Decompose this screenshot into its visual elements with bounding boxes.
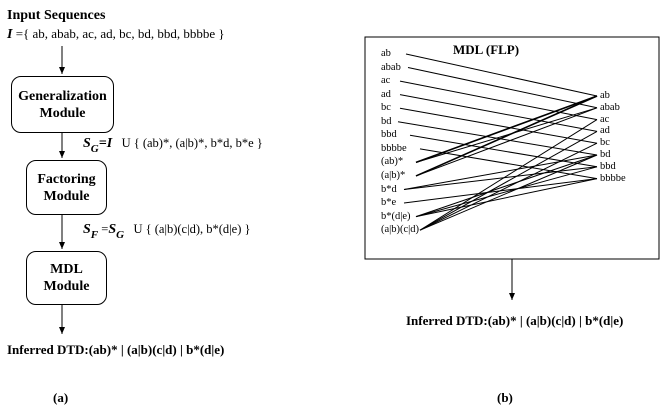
right-label: abab [600,101,620,113]
bipartite-edge [403,154,598,190]
bipartite-edge [415,166,598,218]
sf-eq: = [101,222,109,236]
generalization-module-line1: Generalization [18,88,107,104]
bipartite-edge [399,107,598,144]
sf-equation: SF =SG U { (a|b)(c|d), b*(d|e) } [83,222,251,241]
generalization-module-line2: Module [39,105,86,121]
bipartite-edge [415,154,598,218]
right-label: ab [600,90,610,101]
bipartite-edge [419,148,598,180]
right-label: bd [600,149,611,160]
right-label: ad [600,125,610,137]
bipartite-edge [419,142,598,231]
panel-a-caption: (a) [53,390,69,405]
left-label: ac [381,75,391,87]
left-label: abab [381,61,401,73]
bipartite-edge [415,95,598,164]
sf-rhs-symbol: S [108,222,117,237]
bipartite-edge [409,134,598,168]
bipartite-edge [415,107,598,163]
bipartite-edge [405,53,598,97]
sg-symbol: S [83,136,91,151]
factoring-module-box: Factoring Module [26,160,107,215]
mdl-module-line1: MDL [50,262,83,277]
sg-union: U { (ab)*, (a|b)*, b*d, b*e } [121,136,263,150]
left-label: (a|b)(c|d) [381,224,420,236]
bipartite-edge [399,80,598,121]
left-label: bbd [381,129,397,141]
mdl-module-line2: Module [43,279,90,294]
bipartite-edge [407,67,598,109]
input-symbol: I [7,27,13,42]
generalization-module-box: Generalization Module [11,76,114,133]
input-set-equation: I ={ ab, abab, ac, ad, bc, bd, bbd, bbbb… [7,26,225,43]
bipartite-edge [403,166,598,190]
right-label: bbbbe [600,172,626,184]
right-label: ac [600,113,610,125]
left-label: bbbbe [381,142,407,154]
sf-symbol: S [83,222,91,237]
panel-b-caption: (b) [497,390,513,405]
left-label: (ab)* [381,156,404,168]
left-label: (a|b)* [381,169,406,181]
sf-rhs-subscript: G [116,229,125,241]
bipartite-edges [397,53,598,231]
bipartite-edge [399,94,598,132]
left-label: ab [381,48,391,59]
bipartite-edge [415,178,598,218]
left-label: b*e [381,197,397,209]
sg-subscript: G [90,143,99,155]
panel-b-result: Inferred DTD:(ab)* | (a|b)(c|d) | b*(d|e… [406,313,624,328]
bipartite-edge [415,95,598,177]
right-label: bc [600,137,610,149]
bipartite-edge [415,107,598,177]
sg-eq: =I [98,136,113,151]
sf-union: U { (a|b)(c|d), b*(d|e) } [133,222,251,236]
bipartite-edge [419,154,598,231]
left-label: b*(d|e) [381,210,411,222]
mdl-flp-title: MDL (FLP) [453,42,520,57]
input-sequences-title: Input Sequences [7,8,106,23]
mdl-module-box: MDL Module [26,251,107,305]
bipartite-edge [419,119,598,231]
input-set-values: ={ ab, abab, ac, ad, bc, bd, bbd, bbbbe … [12,26,225,41]
left-label: ad [381,88,391,100]
panel-a-result: Inferred DTD:(ab)* | (a|b)(c|d) | b*(d|e… [7,342,225,357]
factoring-module-line2: Module [43,188,90,204]
bipartite-edge [419,130,598,231]
factoring-module-line1: Factoring [37,171,96,187]
right-label: bbd [600,160,616,172]
left-label: b*d [381,183,397,195]
sg-equation: SG=I U { (ab)*, (a|b)*, b*d, b*e } [83,136,263,155]
left-label: bc [381,102,391,114]
left-label: bd [381,115,392,127]
sf-subscript: F [90,229,99,241]
